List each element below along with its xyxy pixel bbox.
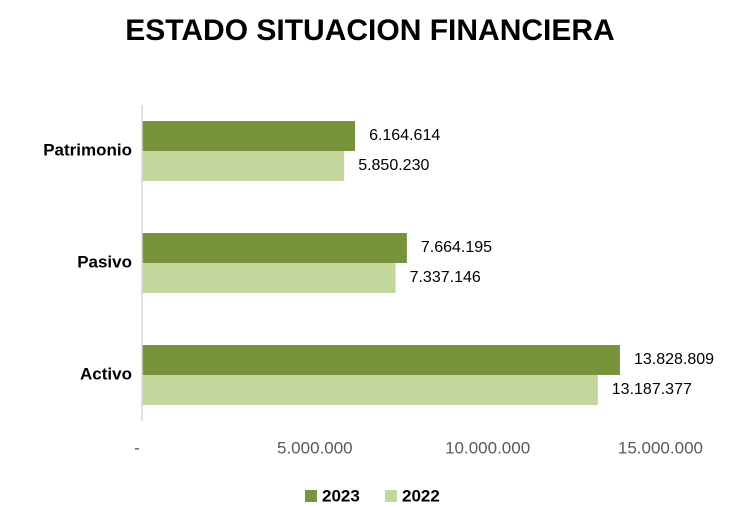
value-label: 7.337.146	[410, 269, 481, 286]
legend-swatch	[385, 490, 397, 502]
category-label: Pasivo	[77, 252, 132, 271]
x-tick-label: 10.000.000	[445, 438, 530, 457]
category-label: Activo	[80, 364, 132, 383]
category-label: Patrimonio	[43, 140, 132, 159]
bar	[142, 233, 407, 263]
bar	[142, 121, 356, 151]
legend-label: 2022	[402, 486, 440, 505]
legend-swatch	[305, 490, 317, 502]
bar	[142, 345, 620, 375]
x-tick-label: 15.000.000	[618, 438, 703, 457]
x-tick-label: 5.000.000	[277, 438, 353, 457]
value-label: 7.664.195	[421, 239, 492, 256]
x-tick-label: -	[134, 438, 140, 457]
value-label: 13.187.377	[612, 381, 692, 398]
bar	[142, 151, 345, 181]
legend-label: 2023	[322, 486, 360, 505]
bar	[142, 375, 598, 405]
value-label: 13.828.809	[634, 351, 714, 368]
chart-title: ESTADO SITUACION FINANCIERA	[125, 14, 614, 47]
value-label: 6.164.614	[369, 127, 440, 144]
bar	[142, 263, 396, 293]
value-label: 5.850.230	[358, 157, 429, 174]
